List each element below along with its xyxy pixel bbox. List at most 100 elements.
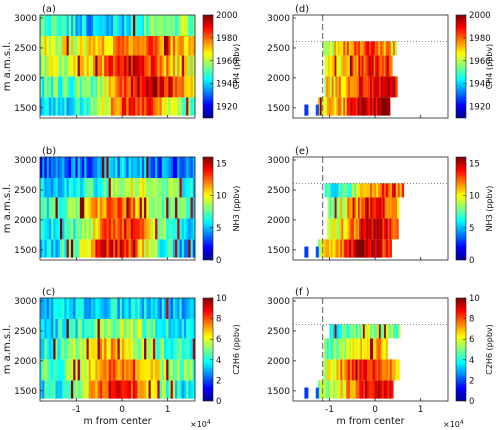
heatmap-cell	[395, 183, 399, 198]
heatmap-cell	[88, 76, 92, 98]
heatmap-cell	[370, 97, 373, 116]
heatmap-cell	[88, 338, 92, 360]
heatmap-cell	[148, 338, 152, 360]
heatmap-cell	[133, 218, 136, 240]
heatmap-cell	[385, 55, 388, 77]
heatmap-cell	[382, 197, 386, 219]
heatmap-cell	[179, 359, 183, 381]
heatmap-cell	[124, 318, 127, 339]
heatmap-cell	[183, 157, 187, 178]
heatmap-cell	[332, 218, 335, 240]
heatmap-cell	[332, 197, 336, 219]
heatmap-cell	[90, 15, 94, 36]
heatmap-cell	[62, 97, 65, 116]
heatmap-cell	[68, 197, 72, 219]
heatmap-cell	[141, 218, 145, 240]
heatmap-cell	[319, 239, 323, 258]
heatmap-cell	[342, 380, 345, 399]
heatmap-cell	[144, 197, 147, 219]
heatmap-cell	[110, 55, 114, 77]
heatmap-cell	[150, 55, 154, 77]
heatmap-cell	[110, 218, 114, 240]
heatmap-cell	[79, 298, 83, 319]
heatmap-cell	[121, 157, 125, 178]
heatmap-cell	[381, 197, 384, 219]
panel-label: (c)	[42, 287, 55, 298]
heatmap-cell	[168, 55, 172, 77]
heatmap-cell	[192, 76, 196, 98]
heatmap-cell	[164, 380, 167, 399]
heatmap-cell	[159, 35, 163, 56]
heatmap-cell	[362, 183, 365, 198]
heatmap-cell	[170, 15, 174, 36]
heatmap-cell	[159, 97, 163, 116]
heatmap-cell	[326, 183, 329, 198]
heatmap-cell	[334, 218, 337, 240]
heatmap-cell	[155, 97, 158, 116]
heatmap-cell	[190, 380, 194, 399]
heatmap-cell	[95, 197, 98, 219]
heatmap-cell	[75, 359, 79, 381]
heatmap-cell	[121, 177, 125, 198]
heatmap-cell	[188, 197, 191, 219]
heatmap-cell	[161, 157, 165, 178]
heatmap-cell	[62, 197, 65, 219]
heatmap-cell	[117, 97, 121, 116]
y-axis-label: m a.m.s.l.	[2, 42, 13, 92]
y-tick-label: 3000	[14, 156, 37, 166]
x-tick-label: 0	[119, 405, 125, 415]
heatmap-cell	[126, 177, 129, 198]
heatmap-cell	[106, 359, 110, 381]
heatmap-cell	[59, 97, 63, 116]
colorbar-tick-label: 1980	[216, 34, 238, 44]
heatmap-cell	[336, 183, 339, 198]
heatmap-cell	[177, 15, 180, 36]
heatmap-cell	[365, 359, 368, 381]
heatmap-cell	[44, 197, 48, 219]
heatmap-cell	[99, 298, 103, 319]
heatmap-cell	[188, 239, 191, 258]
heatmap-cell	[368, 55, 371, 77]
heatmap-cell	[381, 338, 384, 360]
heatmap-cell	[354, 239, 358, 258]
heatmap-cell	[377, 338, 380, 360]
heatmap-cell	[192, 218, 196, 240]
heatmap-cell	[133, 298, 136, 319]
heatmap-cell	[190, 157, 194, 178]
heatmap-cell	[84, 359, 87, 381]
heatmap-cell	[64, 359, 67, 381]
heatmap-cell	[124, 177, 127, 198]
heatmap-cell	[177, 76, 180, 98]
heatmap-cell	[84, 218, 87, 240]
heatmap-cell	[377, 197, 380, 219]
heatmap-cell	[115, 15, 118, 36]
heatmap-cell	[90, 239, 94, 258]
heatmap-cell	[108, 197, 112, 219]
heatmap-cell	[345, 218, 348, 240]
heatmap-cell	[139, 298, 143, 319]
heatmap-cell	[338, 76, 342, 98]
heatmap-cell	[325, 97, 328, 116]
heatmap-cell	[88, 35, 92, 56]
heatmap-cell	[361, 41, 364, 56]
heatmap-cell	[155, 76, 158, 98]
heatmap-cell	[368, 380, 372, 399]
heatmap-cell	[102, 218, 105, 240]
y-tick-label: 1500	[14, 387, 37, 397]
heatmap-cell	[172, 97, 176, 116]
heatmap-cell	[119, 15, 123, 36]
heatmap-cell	[345, 239, 348, 258]
heatmap-cell	[146, 15, 149, 36]
heatmap-cell	[139, 35, 143, 56]
heatmap-cell	[183, 318, 187, 339]
heatmap-cell	[172, 15, 176, 36]
heatmap-cell	[343, 197, 346, 219]
heatmap-cell	[387, 239, 391, 258]
heatmap-cell	[139, 55, 143, 77]
heatmap-cell	[389, 359, 393, 381]
heatmap-cell	[119, 35, 123, 56]
heatmap-cell	[66, 177, 70, 198]
heatmap-cell	[370, 183, 373, 198]
heatmap-cell	[73, 76, 76, 98]
heatmap-cell	[130, 55, 134, 77]
